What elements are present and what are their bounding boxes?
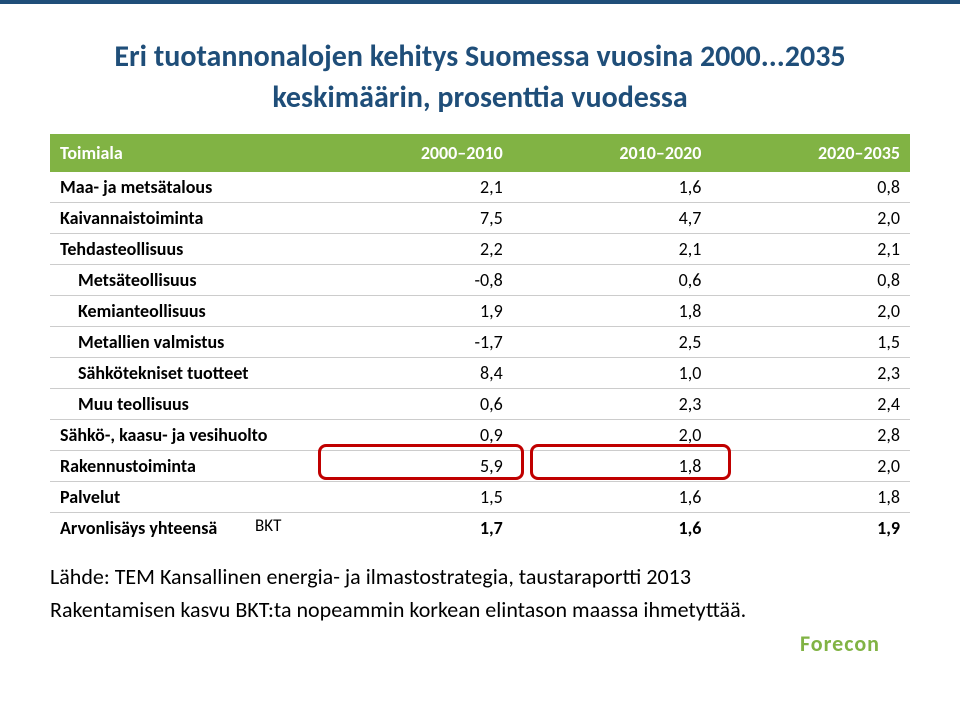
brand-logo: Forecon (800, 630, 880, 657)
table-row: Kemianteollisuus 1,9 1,8 2,0 (50, 296, 910, 327)
cell: 0,6 (314, 389, 513, 420)
footer-note: Rakentamisen kasvu BKT:ta nopeammin kork… (50, 596, 960, 623)
cell: 0,6 (513, 265, 712, 296)
cell: 1,5 (314, 482, 513, 513)
content: Eri tuotannonalojen kehitys Suomessa vuo… (0, 4, 960, 543)
table-row: Muu teollisuus 0,6 2,3 2,4 (50, 389, 910, 420)
col-2010-2020: 2010–2020 (513, 134, 712, 172)
cell: 2,3 (513, 389, 712, 420)
table-row: Metsäteollisuus -0,8 0,6 0,8 (50, 265, 910, 296)
cell: 2,1 (314, 172, 513, 203)
cell: 1,8 (513, 296, 712, 327)
cell: 0,9 (314, 420, 513, 451)
cell: 4,7 (513, 203, 712, 234)
table-row: Kaivannaistoiminta 7,5 4,7 2,0 (50, 203, 910, 234)
row-label: Kemianteollisuus (50, 296, 314, 327)
cell: 2,0 (513, 420, 712, 451)
row-label: Metallien valmistus (50, 327, 314, 358)
cell: 1,8 (711, 482, 910, 513)
cell: 1,9 (314, 296, 513, 327)
cell: 2,0 (711, 451, 910, 482)
row-label: Tehdasteollisuus (50, 234, 314, 265)
row-label: Kaivannaistoiminta (50, 203, 314, 234)
cell: 2,0 (711, 296, 910, 327)
row-label: Arvonlisäys yhteensä BKT (50, 513, 314, 544)
table-row: Arvonlisäys yhteensä BKT 1,7 1,6 1,9 (50, 513, 910, 544)
cell: -1,7 (314, 327, 513, 358)
cell: 1,9 (711, 513, 910, 544)
col-toimiala: Toimiala (50, 134, 314, 172)
table-row: Sähkötekniset tuotteet 8,4 1,0 2,3 (50, 358, 910, 389)
cell: 0,8 (711, 265, 910, 296)
table-row: Tehdasteollisuus 2,2 2,1 2,1 (50, 234, 910, 265)
cell: 2,5 (513, 327, 712, 358)
data-table: Toimiala 2000–2010 2010–2020 2020–2035 M… (50, 134, 910, 543)
col-2000-2010: 2000–2010 (314, 134, 513, 172)
page-subtitle: keskimäärin, prosenttia vuodessa (50, 79, 910, 116)
cell: 1,7 (314, 513, 513, 544)
table-row: Metallien valmistus -1,7 2,5 1,5 (50, 327, 910, 358)
col-2020-2035: 2020–2035 (711, 134, 910, 172)
table-header-row: Toimiala 2000–2010 2010–2020 2020–2035 (50, 134, 910, 172)
table-row: Maa- ja metsätalous 2,1 1,6 0,8 (50, 172, 910, 203)
row-label: Maa- ja metsätalous (50, 172, 314, 203)
cell: 8,4 (314, 358, 513, 389)
cell: 1,5 (711, 327, 910, 358)
cell: 1,0 (513, 358, 712, 389)
row-label: Sähkö-, kaasu- ja vesihuolto (50, 420, 314, 451)
cell: 2,0 (711, 203, 910, 234)
source-text: Lähde: TEM Kansallinen energia- ja ilmas… (50, 563, 960, 590)
table-row: Rakennustoiminta 5,9 1,8 2,0 (50, 451, 910, 482)
cell: -0,8 (314, 265, 513, 296)
bkt-annotation: BKT (255, 515, 281, 536)
cell: 1,6 (513, 172, 712, 203)
cell: 2,8 (711, 420, 910, 451)
page-title: Eri tuotannonalojen kehitys Suomessa vuo… (50, 38, 910, 75)
cell: 2,2 (314, 234, 513, 265)
cell: 2,4 (711, 389, 910, 420)
row-label: Muu teollisuus (50, 389, 314, 420)
row-label: Sähkötekniset tuotteet (50, 358, 314, 389)
table-row: Sähkö-, kaasu- ja vesihuolto 0,9 2,0 2,8 (50, 420, 910, 451)
row-label: Palvelut (50, 482, 314, 513)
cell: 1,6 (513, 482, 712, 513)
cell: 7,5 (314, 203, 513, 234)
cell: 2,1 (513, 234, 712, 265)
row-label: Metsäteollisuus (50, 265, 314, 296)
table-row: Palvelut 1,5 1,6 1,8 (50, 482, 910, 513)
cell: 2,1 (711, 234, 910, 265)
total-label: Arvonlisäys yhteensä (60, 517, 217, 539)
cell: 5,9 (314, 451, 513, 482)
cell: 0,8 (711, 172, 910, 203)
table-wrap: Toimiala 2000–2010 2010–2020 2020–2035 M… (50, 134, 910, 543)
cell: 1,6 (513, 513, 712, 544)
row-label: Rakennustoiminta (50, 451, 314, 482)
cell: 1,8 (513, 451, 712, 482)
cell: 2,3 (711, 358, 910, 389)
